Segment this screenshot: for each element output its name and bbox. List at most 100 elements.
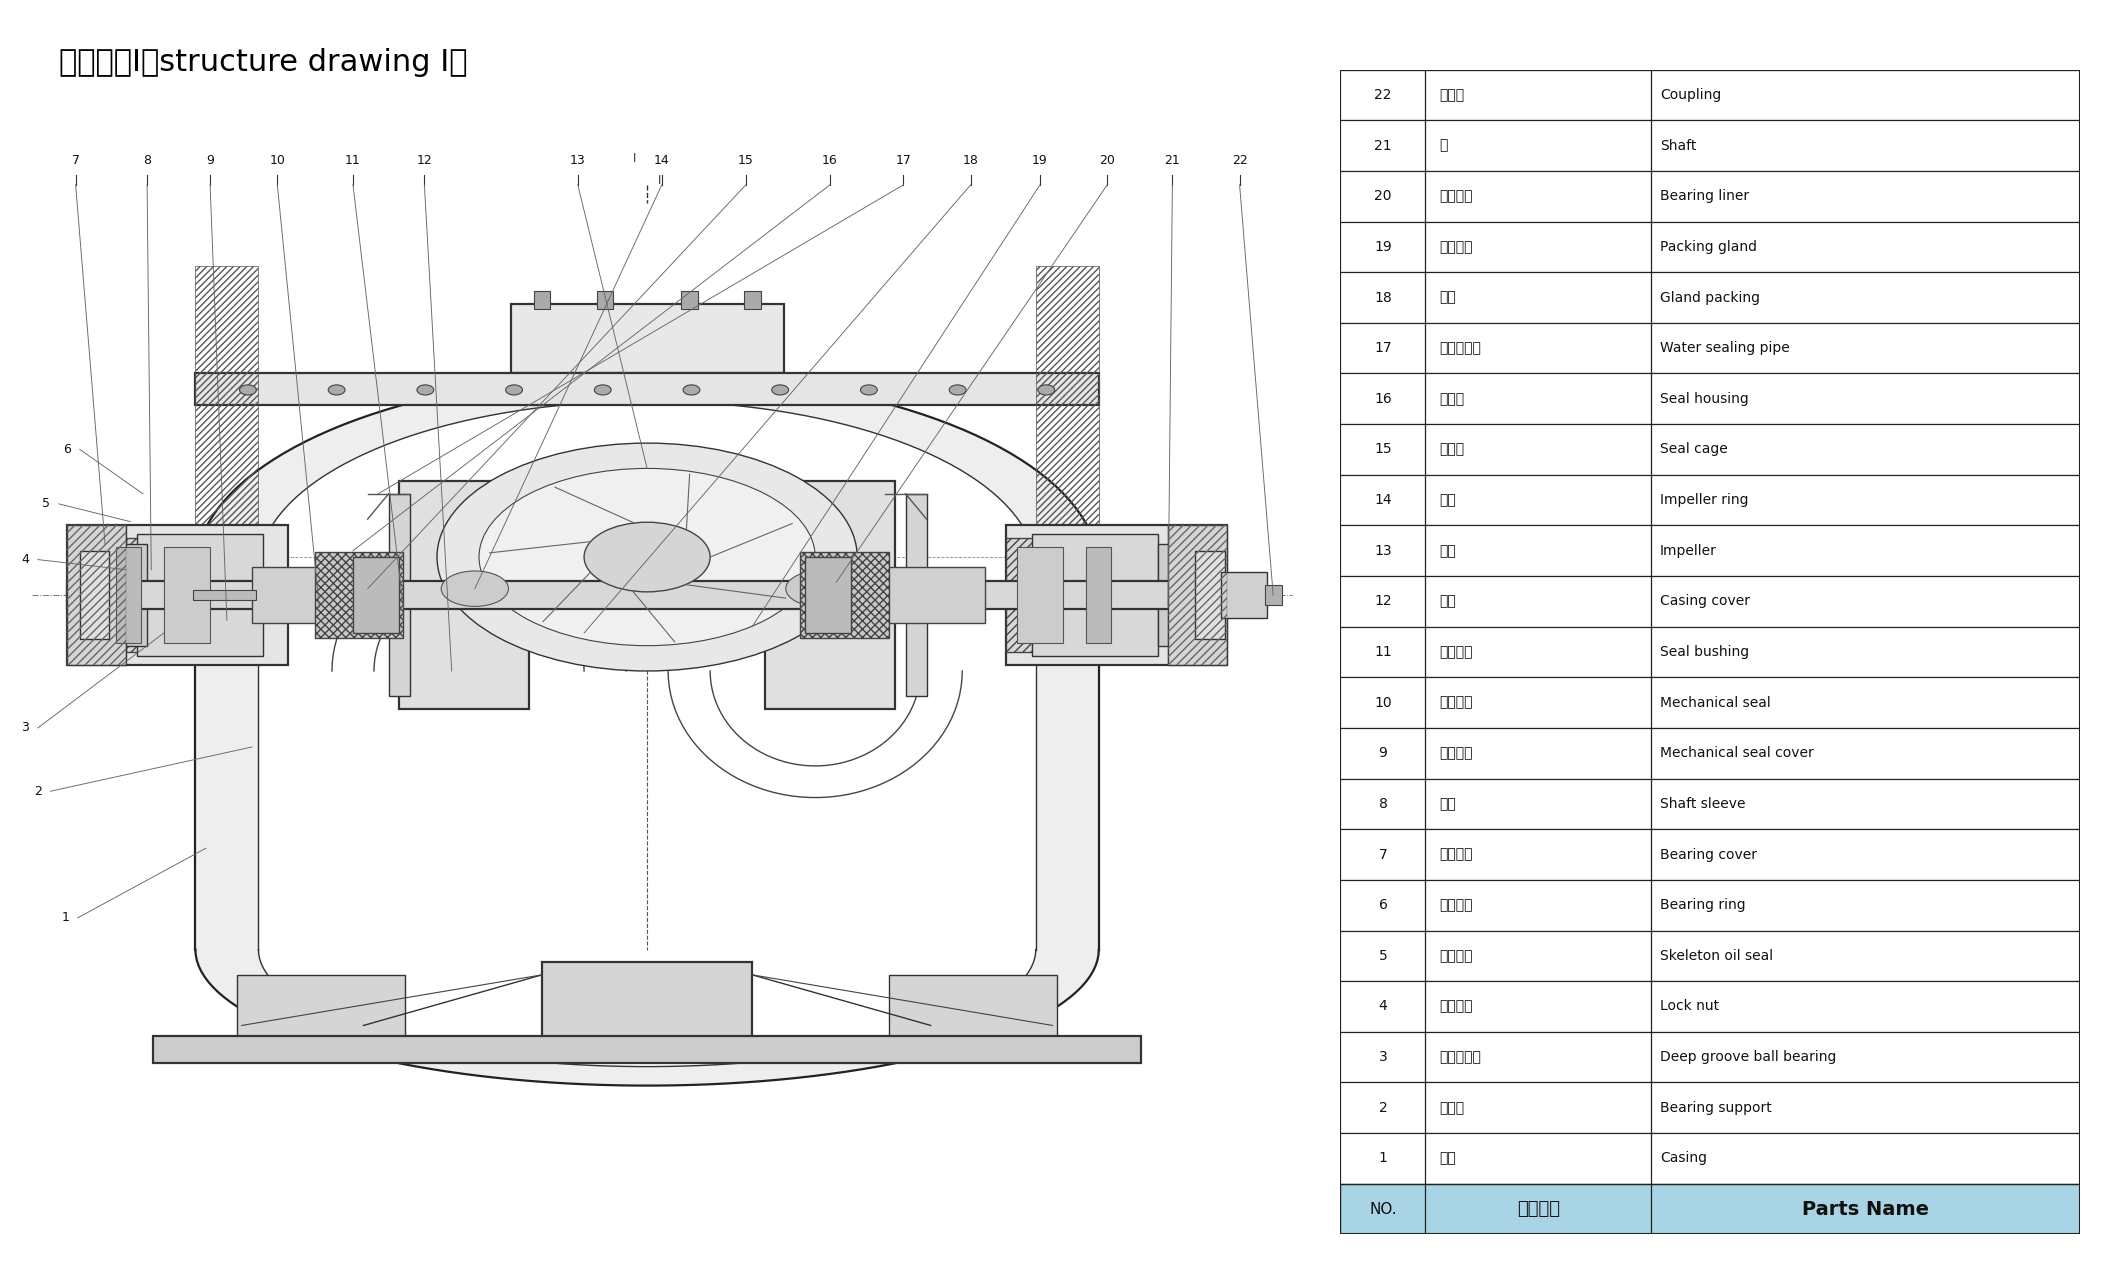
Text: Mechanical seal: Mechanical seal xyxy=(1660,695,1771,710)
Text: Seal bushing: Seal bushing xyxy=(1660,644,1748,660)
Text: 轴承压环: 轴承压环 xyxy=(1439,898,1473,913)
Text: 12: 12 xyxy=(1374,594,1391,609)
Bar xyxy=(193,590,256,600)
Bar xyxy=(126,538,252,652)
Text: Shaft sleeve: Shaft sleeve xyxy=(1660,796,1746,812)
Text: 2: 2 xyxy=(1378,1100,1387,1115)
Bar xyxy=(237,975,405,1038)
Text: 9: 9 xyxy=(1378,746,1387,761)
Bar xyxy=(399,481,529,709)
Polygon shape xyxy=(195,950,1099,1085)
Text: 填料压盖: 填料压盖 xyxy=(1439,239,1473,254)
Text: Packing gland: Packing gland xyxy=(1660,239,1756,254)
Text: 3: 3 xyxy=(21,722,29,734)
Text: Parts Name: Parts Name xyxy=(1803,1199,1929,1219)
Text: Lock nut: Lock nut xyxy=(1660,999,1719,1014)
Bar xyxy=(1340,677,2080,728)
Text: 19: 19 xyxy=(1374,239,1391,254)
Text: Impeller: Impeller xyxy=(1660,543,1717,558)
Text: 机械密封: 机械密封 xyxy=(1439,695,1473,710)
Bar xyxy=(1340,728,2080,779)
Text: 18: 18 xyxy=(962,154,979,167)
Bar xyxy=(1340,373,2080,424)
Ellipse shape xyxy=(584,522,710,592)
Text: 6: 6 xyxy=(1378,898,1387,913)
Text: 轴承压盖: 轴承压盖 xyxy=(1439,847,1473,862)
Text: 13: 13 xyxy=(1374,543,1391,558)
Bar xyxy=(1340,171,2080,222)
Text: 轴套: 轴套 xyxy=(1439,796,1456,812)
Text: 口环: 口环 xyxy=(1439,492,1456,508)
Text: I: I xyxy=(658,173,662,186)
Text: Coupling: Coupling xyxy=(1660,87,1721,103)
Bar xyxy=(1340,120,2080,171)
Bar xyxy=(105,544,147,646)
Bar xyxy=(1340,424,2080,475)
Ellipse shape xyxy=(240,385,256,395)
Text: 4: 4 xyxy=(21,553,29,566)
Text: Seal housing: Seal housing xyxy=(1660,391,1748,406)
Ellipse shape xyxy=(595,385,611,395)
Text: 2: 2 xyxy=(34,785,42,798)
Ellipse shape xyxy=(1038,385,1055,395)
Text: 11: 11 xyxy=(345,154,361,167)
Text: 13: 13 xyxy=(569,154,586,167)
Text: 1: 1 xyxy=(61,912,69,924)
Text: 15: 15 xyxy=(737,154,754,167)
Bar xyxy=(315,552,403,638)
Text: 水封管部件: 水封管部件 xyxy=(1439,341,1481,356)
Text: 密封体: 密封体 xyxy=(1439,391,1464,406)
Bar xyxy=(1032,534,1158,656)
Bar xyxy=(116,547,141,643)
Bar xyxy=(1340,981,2080,1032)
Bar xyxy=(1221,572,1267,618)
Text: 19: 19 xyxy=(1032,154,1048,167)
Text: 21: 21 xyxy=(1374,138,1391,153)
Bar xyxy=(1086,547,1111,643)
Bar xyxy=(1340,1032,2080,1082)
Text: 22: 22 xyxy=(1374,87,1391,103)
Text: 10: 10 xyxy=(269,154,286,167)
Text: Deep groove ball bearing: Deep groove ball bearing xyxy=(1660,1050,1836,1065)
Text: 5: 5 xyxy=(42,498,50,510)
Text: 16: 16 xyxy=(1374,391,1391,406)
Bar xyxy=(1340,576,2080,627)
Bar xyxy=(597,291,613,309)
Text: 结构形式I（structure drawing I）: 结构形式I（structure drawing I） xyxy=(59,48,466,77)
Text: 联轴器: 联轴器 xyxy=(1439,87,1464,103)
Bar xyxy=(353,557,399,633)
Text: 零件名称: 零件名称 xyxy=(1517,1200,1559,1218)
Text: Bearing liner: Bearing liner xyxy=(1660,189,1748,204)
Text: 8: 8 xyxy=(143,154,151,167)
Bar xyxy=(1017,547,1063,643)
Text: 机封压盖: 机封压盖 xyxy=(1439,746,1473,761)
Text: Shaft: Shaft xyxy=(1660,138,1696,153)
Polygon shape xyxy=(195,608,258,950)
Text: Gland packing: Gland packing xyxy=(1660,290,1761,305)
Polygon shape xyxy=(195,373,1099,570)
Bar xyxy=(1340,272,2080,323)
Bar xyxy=(1006,538,1132,652)
Text: 6: 6 xyxy=(63,443,71,456)
Bar xyxy=(389,494,410,696)
Text: Impeller ring: Impeller ring xyxy=(1660,492,1748,508)
Ellipse shape xyxy=(786,571,853,606)
Bar xyxy=(1036,266,1099,608)
Bar xyxy=(1340,1133,2080,1184)
Text: 16: 16 xyxy=(821,154,838,167)
Text: 骨架油封: 骨架油封 xyxy=(1439,948,1473,963)
Bar xyxy=(1340,829,2080,880)
Text: 泵体: 泵体 xyxy=(1439,1151,1456,1166)
Text: Casing: Casing xyxy=(1660,1151,1706,1166)
Bar xyxy=(805,557,851,633)
Text: Casing cover: Casing cover xyxy=(1660,594,1750,609)
Text: 轴承衬圈: 轴承衬圈 xyxy=(1439,189,1473,204)
Text: 14: 14 xyxy=(1374,492,1391,508)
Text: 10: 10 xyxy=(1374,695,1391,710)
Text: 14: 14 xyxy=(653,154,670,167)
Bar xyxy=(153,1036,1141,1063)
Ellipse shape xyxy=(437,443,857,671)
Polygon shape xyxy=(1036,608,1099,950)
Ellipse shape xyxy=(506,385,523,395)
Text: 8: 8 xyxy=(1378,796,1387,812)
